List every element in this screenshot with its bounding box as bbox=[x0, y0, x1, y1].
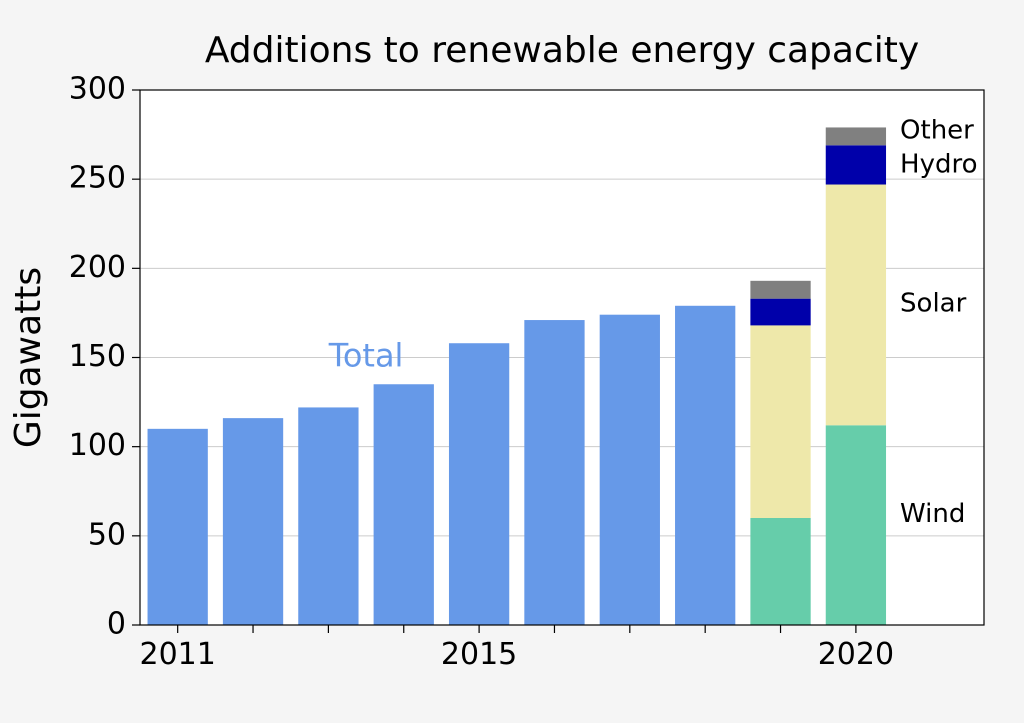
series-label-hydro: Hydro bbox=[900, 149, 977, 179]
bar-total bbox=[148, 429, 208, 625]
bar-total bbox=[524, 320, 584, 625]
y-tick-label: 250 bbox=[69, 161, 126, 196]
chart-container: 0 50 100 150 200 250 300 2011 2015 2020 Addition… bbox=[0, 0, 1024, 723]
bar-segment-other bbox=[750, 281, 810, 299]
y-axis-label: Gigawatts bbox=[8, 267, 49, 448]
bar-segment-wind bbox=[750, 518, 810, 625]
bar-total bbox=[449, 343, 509, 625]
x-tick-label: 2011 bbox=[139, 637, 215, 672]
bar-segment-solar bbox=[750, 325, 810, 518]
chart-svg: 0 50 100 150 200 250 300 2011 2015 2020 Addition… bbox=[0, 0, 1024, 723]
bar-segment-other bbox=[826, 127, 886, 145]
y-tick-label: 300 bbox=[69, 72, 126, 107]
bar-segment-solar bbox=[826, 185, 886, 426]
y-tick-label: 200 bbox=[69, 250, 126, 285]
series-label-solar: Solar bbox=[900, 289, 967, 319]
bar-total bbox=[675, 306, 735, 625]
chart-title: Additions to renewable energy capacity bbox=[205, 30, 919, 71]
bar-segment-wind bbox=[826, 425, 886, 625]
y-tick-label: 50 bbox=[88, 517, 126, 552]
series-label-wind: Wind bbox=[900, 499, 965, 529]
total-label: Total bbox=[328, 336, 404, 374]
bar-segment-hydro bbox=[826, 145, 886, 184]
bar-total bbox=[298, 407, 358, 625]
bar-total bbox=[374, 384, 434, 625]
x-tick-label: 2020 bbox=[818, 637, 894, 672]
bar-segment-hydro bbox=[750, 299, 810, 326]
y-tick-label: 150 bbox=[69, 339, 126, 374]
x-tick-label: 2015 bbox=[441, 637, 517, 672]
bar-total bbox=[223, 418, 283, 625]
series-label-other: Other bbox=[900, 116, 974, 146]
y-tick-label: 0 bbox=[107, 607, 126, 642]
bar-total bbox=[600, 315, 660, 625]
y-tick-label: 100 bbox=[69, 428, 126, 463]
